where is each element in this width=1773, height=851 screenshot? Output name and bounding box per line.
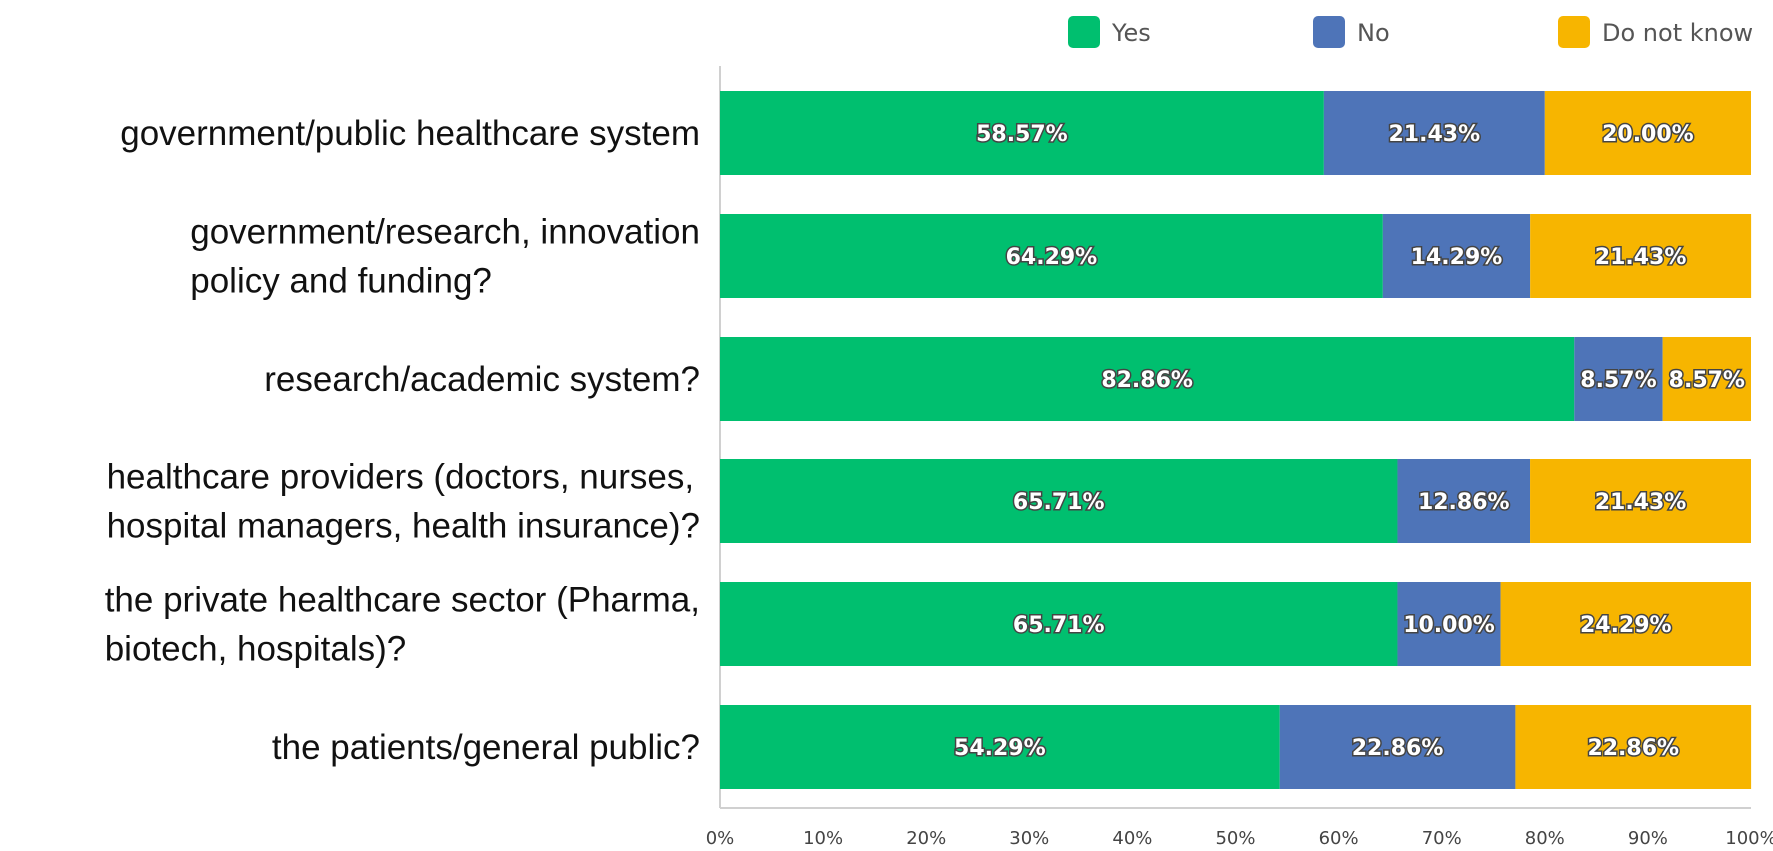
data-label: 12.86% [1418,490,1510,515]
data-label: 65.71% [1013,613,1105,638]
x-tick-label: 50% [1215,828,1255,849]
x-tick-label: 0% [706,828,735,849]
bar-segment-no-3 [1397,459,1531,543]
bar-segment-no-1 [1382,214,1531,298]
x-tick-label: 100% [1725,828,1773,849]
legend-label: Yes [1111,19,1151,47]
bar-segment-yes-3 [720,459,1398,543]
bar-segment-do-not-know-0 [1544,91,1751,175]
data-label: 20.00% [1602,122,1694,147]
legend-label: No [1357,19,1390,47]
x-tick-label: 10% [803,828,843,849]
data-label: 65.71% [1013,490,1105,515]
data-label: 22.86% [1352,736,1444,761]
data-label: 22.86% [1587,736,1679,761]
bar-segment-do-not-know-5 [1515,705,1752,789]
bar-segment-no-4 [1397,582,1501,666]
category-label: government/public healthcare system [120,114,700,153]
category-label: policy and funding? [190,262,492,301]
x-tick-label: 80% [1525,828,1565,849]
x-tick-label: 70% [1422,828,1462,849]
bar-segment-do-not-know-2 [1662,337,1751,421]
x-tick-label: 40% [1112,828,1152,849]
data-label: 21.43% [1595,245,1687,270]
legend-swatch-do-not-know [1558,16,1590,48]
bar-segment-yes-5 [720,705,1280,789]
bar-segment-no-2 [1574,337,1663,421]
category-label: research/academic system? [264,360,700,399]
bar-segment-yes-4 [720,582,1398,666]
bar-segment-no-5 [1279,705,1516,789]
data-label: 10.00% [1403,613,1495,638]
category-label: hospital managers, health insurance)? [107,507,700,546]
data-label: 54.29% [954,736,1046,761]
x-tick-label: 90% [1628,828,1668,849]
bar-segment-yes-1 [720,214,1383,298]
data-label: 58.57% [976,122,1068,147]
bar-segment-no-0 [1323,91,1545,175]
legend-swatch-yes [1068,16,1100,48]
category-label: the patients/general public? [272,728,700,767]
data-label: 82.86% [1101,368,1193,393]
data-label: 8.57% [1669,368,1745,393]
category-label: healthcare providers (doctors, nurses, [107,458,695,497]
data-label: 8.57% [1580,368,1656,393]
data-label: 21.43% [1595,490,1687,515]
x-tick-label: 60% [1319,828,1359,849]
bar-segment-do-not-know-1 [1530,214,1752,298]
category-label: the private healthcare sector (Pharma, [105,581,700,620]
x-tick-label: 20% [906,828,946,849]
x-tick-label: 30% [1009,828,1049,849]
category-label: biotech, hospitals)? [105,630,407,669]
bar-segment-do-not-know-4 [1500,582,1751,666]
bar-segment-yes-2 [720,337,1575,421]
data-label: 64.29% [1006,245,1098,270]
bar-segment-yes-0 [720,91,1324,175]
data-label: 21.43% [1389,122,1481,147]
legend-label: Do not know [1602,19,1753,47]
data-label: 14.29% [1411,245,1503,270]
data-label: 24.29% [1580,613,1672,638]
bar-segment-do-not-know-3 [1530,459,1751,543]
legend-swatch-no [1313,16,1345,48]
category-label: government/research, innovation [190,213,700,252]
